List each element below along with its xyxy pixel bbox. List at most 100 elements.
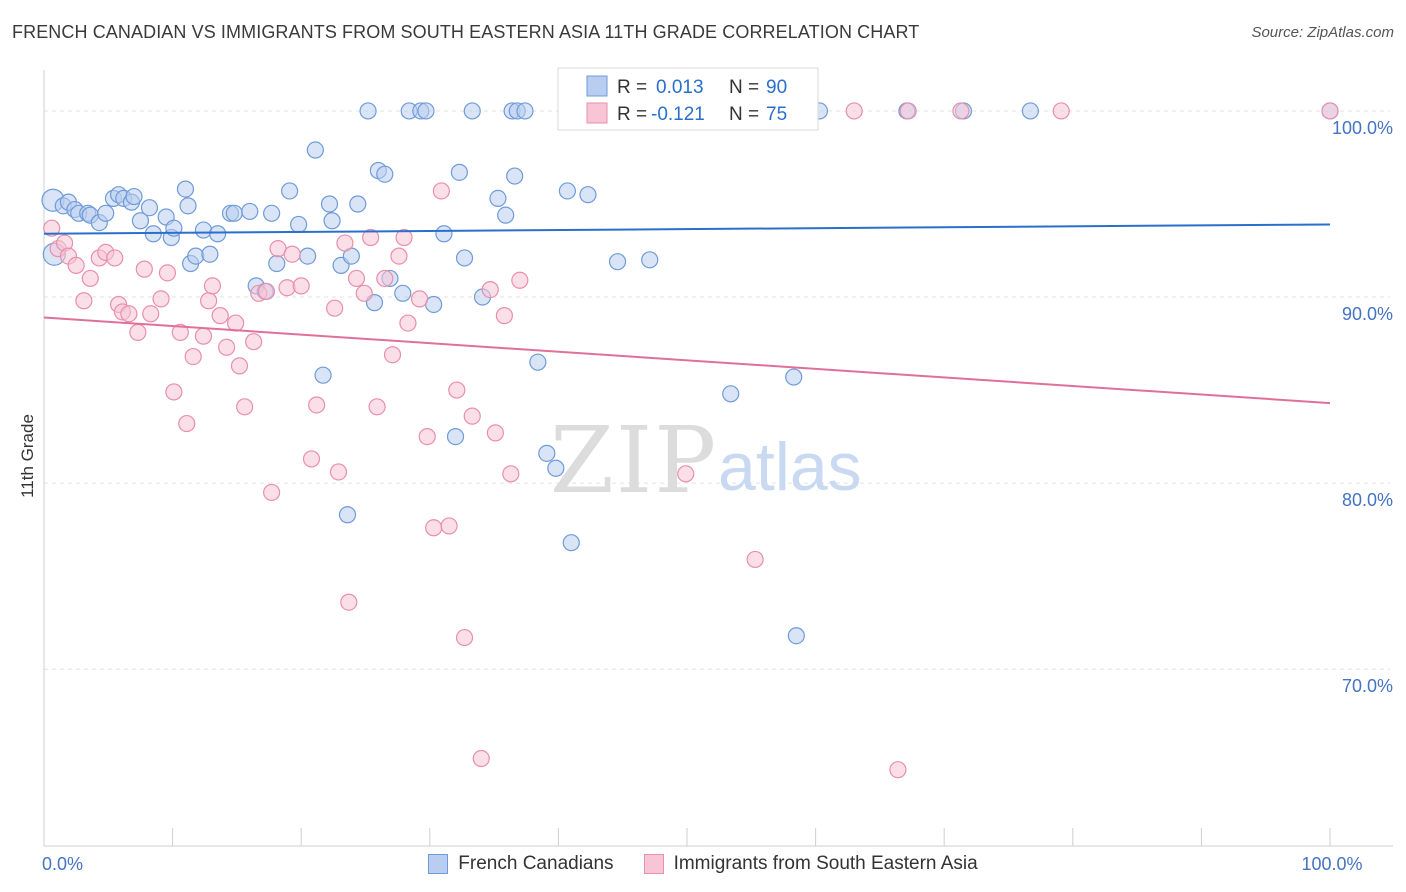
- point-pink: [227, 314, 245, 332]
- point-pink: [418, 427, 436, 446]
- point-blue: [176, 180, 195, 198]
- x-tick-label: 100.0%: [1301, 854, 1362, 874]
- point-pink: [158, 264, 177, 282]
- point-pink: [952, 102, 970, 120]
- point-blue: [516, 102, 534, 120]
- y-axis-label: 11th Grade: [18, 414, 37, 498]
- point-pink: [211, 307, 229, 325]
- point-blue: [547, 459, 565, 477]
- watermark-atlas: atlas: [718, 429, 862, 505]
- series-legend: French Canadians Immigrants from South E…: [0, 851, 1406, 877]
- point-blue: [179, 197, 197, 215]
- point-pink: [889, 761, 907, 779]
- point-pink: [425, 519, 443, 537]
- point-blue: [787, 627, 805, 645]
- legend-blue-n-label: N =: [729, 77, 759, 98]
- point-pink: [362, 228, 380, 247]
- point-blue: [394, 284, 412, 302]
- point-blue: [281, 182, 299, 200]
- point-blue: [125, 187, 143, 206]
- point-pink: [218, 338, 236, 356]
- point-blue: [225, 204, 243, 222]
- axes: 100.0% 90.0% 80.0% 70.0% 0.0% 100.0%: [42, 70, 1393, 874]
- point-blue: [529, 353, 547, 371]
- trend-line-blue: [43, 223, 1331, 235]
- point-pink: [486, 424, 504, 442]
- point-pink: [165, 383, 183, 401]
- point-blue: [338, 506, 357, 524]
- point-pink: [292, 277, 310, 295]
- point-blue: [314, 366, 332, 384]
- y-tick-label: 90.0%: [1342, 304, 1393, 324]
- point-pink: [390, 247, 408, 265]
- legend-pink-n-label: N =: [729, 104, 759, 125]
- series-swatch-pink: [643, 854, 664, 874]
- point-pink: [899, 102, 917, 120]
- point-blue: [320, 195, 339, 213]
- legend-blue-swatch: [586, 75, 608, 97]
- grid-lines: [44, 110, 1390, 670]
- chart-source: Source: ZipAtlas.com: [1251, 24, 1394, 41]
- point-blue: [97, 204, 115, 222]
- point-blue: [489, 189, 507, 208]
- legend-pink-r-value: -0.121: [651, 104, 705, 125]
- point-pink: [230, 357, 249, 375]
- point-pink: [171, 323, 189, 341]
- legend-pink-n-value: 75: [766, 104, 787, 125]
- point-blue: [562, 534, 580, 552]
- point-pink: [203, 277, 222, 295]
- legend-blue-r-label: R =: [617, 77, 647, 98]
- point-blue: [140, 199, 159, 217]
- point-blue: [263, 204, 281, 222]
- point-pink: [432, 182, 450, 200]
- point-pink: [448, 381, 466, 399]
- point-blue: [201, 245, 219, 263]
- point-blue: [435, 225, 453, 243]
- point-pink: [152, 290, 170, 308]
- point-pink: [184, 347, 202, 366]
- legend-blue-n-value: 90: [766, 77, 787, 98]
- point-blue: [538, 444, 556, 462]
- point-blue: [722, 385, 740, 403]
- y-tick-label: 70.0%: [1342, 676, 1393, 696]
- series-label-immigrants: Immigrants from South Eastern Asia: [673, 853, 978, 874]
- legend: R = 0.013 N = 90 R = -0.121 N = 75: [557, 67, 819, 131]
- point-pink: [368, 398, 386, 416]
- point-pink: [135, 260, 153, 278]
- point-blue: [194, 221, 213, 239]
- point-pink: [1052, 102, 1070, 120]
- point-blue: [455, 249, 474, 267]
- point-blue: [579, 186, 597, 204]
- point-pink: [677, 465, 695, 483]
- legend-blue-r-value: 0.013: [656, 77, 704, 98]
- point-blue: [349, 195, 367, 213]
- point-blue: [209, 225, 227, 243]
- data-points: [41, 102, 1339, 779]
- point-pink: [106, 249, 124, 267]
- watermark-zip: ZIP: [550, 407, 718, 514]
- point-pink: [257, 282, 276, 301]
- point-pink: [410, 290, 429, 308]
- point-pink: [511, 271, 529, 289]
- point-pink: [329, 463, 348, 481]
- series-swatch-blue: [428, 854, 449, 874]
- point-blue: [290, 215, 308, 234]
- trend-lines: [43, 223, 1331, 405]
- point-blue: [323, 212, 341, 230]
- point-pink: [383, 346, 402, 364]
- point-pink: [1321, 102, 1339, 120]
- point-blue: [359, 102, 377, 120]
- point-pink: [278, 279, 296, 297]
- point-pink: [495, 307, 513, 325]
- point-blue: [299, 247, 317, 265]
- point-blue: [306, 141, 324, 159]
- point-blue: [268, 254, 286, 273]
- legend-pink-swatch: [586, 102, 608, 124]
- point-pink: [481, 280, 499, 299]
- point-blue: [506, 167, 524, 185]
- point-blue: [417, 102, 435, 120]
- y-tick-label: 100.0%: [1332, 118, 1393, 138]
- point-blue: [641, 251, 659, 269]
- point-blue: [187, 247, 205, 265]
